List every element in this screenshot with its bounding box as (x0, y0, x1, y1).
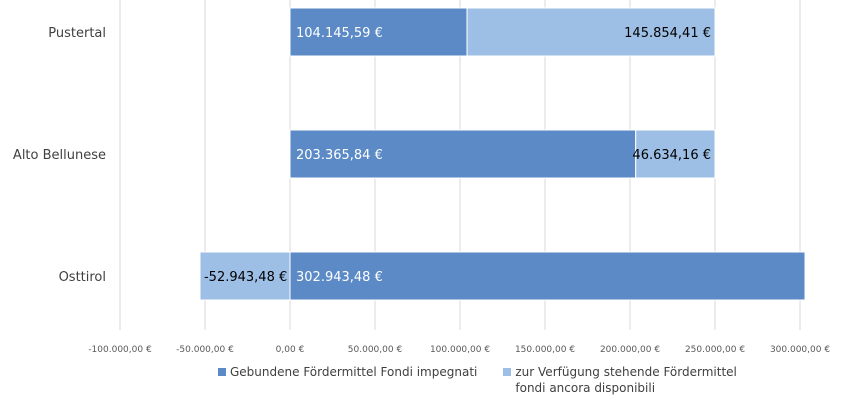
bar-data-label: 145.854,41 € (624, 26, 711, 41)
bar-segment (289, 251, 806, 301)
x-tick-labels: -100.000,00 € -50.000,00 € 0,00 € 50.000,00… (88, 345, 830, 355)
bar-segment (199, 251, 291, 301)
bar-segment (635, 129, 716, 179)
x-tick-label: 150.000,00 € (515, 345, 575, 355)
legend-item-available-funds: zur Verfügung stehende Fördermittel fond… (503, 364, 755, 396)
bar-data-label: -52.943,48 € (204, 270, 287, 285)
x-tick-label: -100.000,00 € (88, 345, 152, 355)
bar-data-label: 46.634,16 € (632, 148, 711, 163)
x-tick-label: 200.000,00 € (600, 345, 660, 355)
category-labels: Pustertal Alto Bellunese Osttirol (13, 26, 106, 285)
category-label: Pustertal (48, 26, 106, 41)
category-label: Alto Bellunese (13, 148, 106, 163)
bar-data-labels: 104.145,59 € 145.854,41 € 203.365,84 € 46.6… (204, 26, 711, 285)
bar-data-label: 104.145,59 € (296, 26, 383, 41)
x-tick-label: 50.000,00 € (348, 345, 403, 355)
bar-data-label: 302.943,48 € (296, 270, 383, 285)
legend-label-available-funds: zur Verfügung stehende Fördermittel fond… (515, 365, 737, 395)
bar-segment (289, 129, 637, 179)
legend-swatch-bound-funds (218, 368, 226, 376)
x-tick-label: -50.000,00 € (176, 345, 234, 355)
x-tick-label: 300.000,00 € (770, 345, 830, 355)
x-tick-label: 100.000,00 € (430, 345, 490, 355)
legend: Gebundene Fördermittel Fondi impegnati z… (218, 364, 755, 396)
legend-item-bound-funds: Gebundene Fördermittel Fondi impegnati (218, 364, 477, 396)
x-tick-label: 0,00 € (276, 345, 305, 355)
category-label: Osttirol (59, 270, 106, 285)
bar-data-label: 203.365,84 € (296, 148, 383, 163)
bar-segment (466, 7, 716, 57)
legend-swatch-available-funds (503, 368, 512, 376)
legend-label-bound-funds: Gebundene Fördermittel Fondi impegnati (230, 365, 478, 379)
bars (199, 7, 806, 301)
x-tick-label: 250.000,00 € (685, 345, 745, 355)
